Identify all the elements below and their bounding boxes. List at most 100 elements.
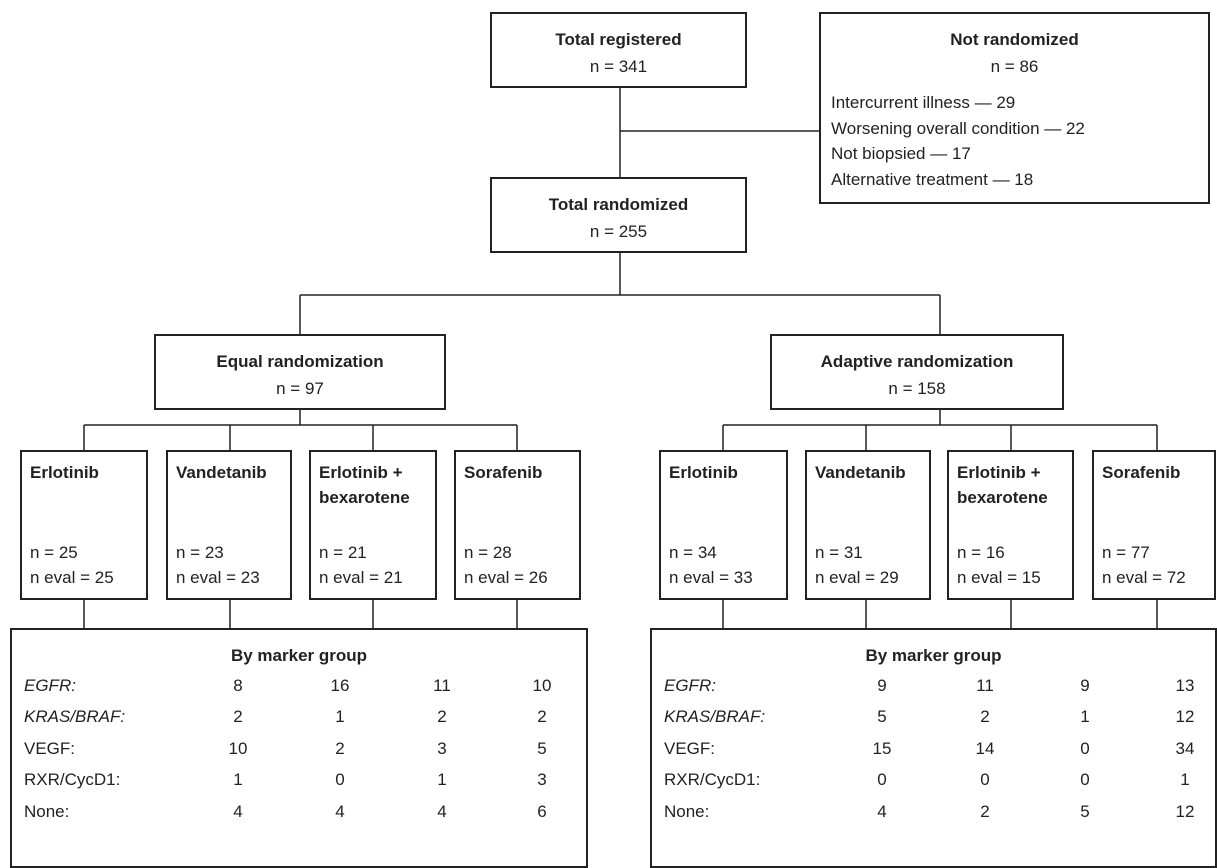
node-title: Adaptive randomization [820, 352, 1014, 371]
arm-box: Erlotinib + bexarotene n = 21 n eval = 21 [309, 450, 437, 600]
arm-name: Vandetanib [815, 463, 906, 482]
marker-count: 1 [233, 770, 243, 789]
marker-count: 10 [228, 739, 248, 758]
marker-count: 9 [1080, 676, 1090, 695]
connectors [83, 88, 1158, 628]
arm-counts: n = 25 n eval = 25 [30, 540, 140, 590]
arm-n-eval: n eval = 21 [319, 568, 403, 587]
marker-count: 1 [437, 770, 447, 789]
marker-count: 13 [1175, 676, 1195, 695]
arm-counts: n = 16 n eval = 15 [957, 540, 1066, 590]
marker-label: VEGF: [24, 739, 76, 758]
marker-label: None: [664, 802, 710, 821]
arm-n: n = 34 [669, 543, 717, 562]
node-box: Equal randomization n = 97 [154, 334, 446, 410]
marker-table-title: By marker group [865, 646, 1002, 665]
arm-counts: n = 34 n eval = 33 [669, 540, 780, 590]
arm-n: n = 28 [464, 543, 512, 562]
marker-count: 14 [975, 739, 995, 758]
marker-count: 2 [233, 707, 243, 726]
marker-count: 5 [877, 707, 887, 726]
arm-n: n = 21 [319, 543, 367, 562]
marker-count: 0 [1080, 739, 1090, 758]
marker-count: 0 [877, 770, 887, 789]
exclusion-reason: Worsening overall condition — 22 [831, 118, 1085, 138]
marker-label: KRAS/BRAF: [24, 707, 126, 726]
node-box: Total registered n = 341 [490, 12, 747, 88]
arm-n-eval: n eval = 26 [464, 568, 548, 587]
marker-count: 5 [1080, 802, 1090, 821]
marker-count: 34 [1175, 739, 1195, 758]
arm-n: n = 77 [1102, 543, 1150, 562]
marker-count: 12 [1175, 802, 1195, 821]
arm-box: Sorafenib n = 28 n eval = 26 [454, 450, 581, 600]
marker-count: 9 [877, 676, 887, 695]
marker-count: 5 [537, 739, 547, 758]
node-title: Total registered [555, 30, 682, 49]
arm-name: Sorafenib [1102, 463, 1181, 482]
marker-count: 15 [872, 739, 892, 758]
arm-counts: n = 77 n eval = 72 [1102, 540, 1208, 590]
arm-n: n = 23 [176, 543, 224, 562]
node-count: n = 86 [990, 57, 1039, 76]
marker-count: 11 [433, 676, 451, 695]
marker-count: 6 [537, 802, 547, 821]
arm-name: Erlotinib + bexarotene [957, 463, 1048, 507]
marker-count: 4 [877, 802, 887, 821]
marker-count: 1 [1080, 707, 1090, 726]
exclusion-reason: Alternative treatment — 18 [831, 169, 1034, 189]
marker-count: 0 [335, 770, 345, 789]
arm-name: Erlotinib + bexarotene [319, 463, 410, 507]
marker-count: 0 [1080, 770, 1090, 789]
marker-count: 12 [1175, 707, 1195, 726]
arm-box: Vandetanib n = 31 n eval = 29 [805, 450, 931, 600]
marker-count: 4 [335, 802, 345, 821]
node-box: Adaptive randomization n = 158 [770, 334, 1064, 410]
marker-label: KRAS/BRAF: [664, 707, 766, 726]
marker-count: 0 [980, 770, 990, 789]
arm-n-eval: n eval = 33 [669, 568, 753, 587]
exclusion-reason: Not biopsied — 17 [831, 144, 971, 163]
marker-label: RXR/CycD1: [664, 770, 761, 789]
marker-count: 4 [437, 802, 447, 821]
marker-count: 16 [330, 676, 350, 695]
marker-label: EGFR: [664, 676, 716, 695]
marker-label: EGFR: [24, 676, 76, 695]
arm-name: Vandetanib [176, 463, 267, 482]
marker-count: 2 [335, 739, 345, 758]
arm-box: Sorafenib n = 77 n eval = 72 [1092, 450, 1216, 600]
node-count: n = 341 [589, 57, 648, 76]
exclusion-reason: Intercurrent illness — 29 [831, 93, 1016, 112]
marker-table: By marker group EGFR: 8 16 11 10 KRAS/BRAF: 2 1 2… [10, 628, 588, 868]
arm-n-eval: n eval = 15 [957, 568, 1041, 587]
arm-n: n = 25 [30, 543, 78, 562]
arm-n-eval: n eval = 23 [176, 568, 260, 587]
marker-label: RXR/CycD1: [24, 770, 121, 789]
marker-count: 2 [537, 707, 547, 726]
node-count: n = 158 [888, 379, 946, 398]
arm-counts: n = 31 n eval = 29 [815, 540, 923, 590]
marker-table-title: By marker group [230, 646, 368, 665]
arm-n-eval: n eval = 29 [815, 568, 899, 587]
arm-n: n = 16 [957, 543, 1005, 562]
marker-label: None: [24, 802, 70, 821]
marker-label: VEGF: [664, 739, 716, 758]
marker-count: 4 [233, 802, 243, 821]
node-title: Equal randomization [216, 352, 384, 371]
arm-n-eval: n eval = 72 [1102, 568, 1186, 587]
node-box: Not randomized n = 86 Intercurrent illness… [819, 12, 1210, 204]
arm-box: Erlotinib + bexarotene n = 16 n eval = 15 [947, 450, 1074, 600]
arm-box: Erlotinib n = 34 n eval = 33 [659, 450, 788, 600]
marker-count: 11 [976, 676, 994, 695]
arm-name: Sorafenib [464, 463, 543, 482]
marker-count: 1 [1180, 770, 1190, 789]
node-box: Total randomized n = 255 [490, 177, 747, 253]
arm-name: Erlotinib [30, 463, 99, 482]
arm-counts: n = 28 n eval = 26 [464, 540, 573, 590]
marker-count: 2 [437, 707, 447, 726]
marker-count: 3 [437, 739, 447, 758]
marker-count: 2 [980, 802, 990, 821]
marker-count: 3 [537, 770, 547, 789]
node-title: Total randomized [548, 195, 689, 214]
arm-box: Erlotinib n = 25 n eval = 25 [20, 450, 148, 600]
